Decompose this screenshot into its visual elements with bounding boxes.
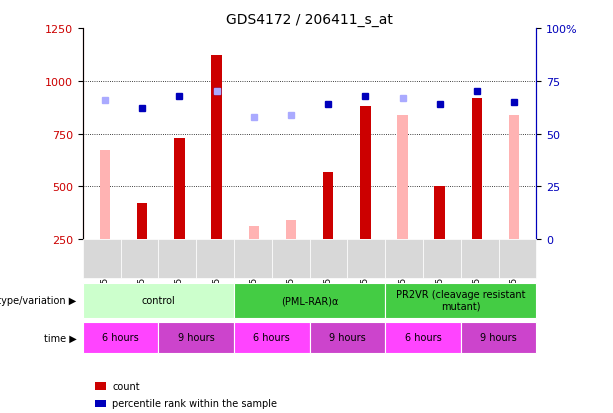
Text: count: count [112,381,140,391]
Title: GDS4172 / 206411_s_at: GDS4172 / 206411_s_at [226,12,393,26]
Text: PR2VR (cleavage resistant
mutant): PR2VR (cleavage resistant mutant) [396,290,525,311]
Text: 9 hours: 9 hours [178,332,215,343]
Text: genotype/variation ▶: genotype/variation ▶ [0,295,77,306]
Text: 6 hours: 6 hours [102,332,139,343]
Text: 6 hours: 6 hours [405,332,441,343]
Text: control: control [142,295,175,306]
Bar [397,115,408,240]
Bar [360,107,370,240]
Bar [286,221,296,240]
Bar [211,56,222,240]
Bar [471,98,482,240]
Bar [137,204,148,240]
Text: 9 hours: 9 hours [329,332,366,343]
Bar [509,115,519,240]
Text: 9 hours: 9 hours [480,332,517,343]
Text: time ▶: time ▶ [44,332,77,343]
Bar [249,227,259,240]
Bar [100,151,110,240]
Text: (PML-RAR)α: (PML-RAR)α [281,295,338,306]
Bar [435,187,445,240]
Text: percentile rank within the sample: percentile rank within the sample [112,399,277,408]
Text: 6 hours: 6 hours [253,332,290,343]
Bar [323,172,333,240]
Bar [174,138,185,240]
